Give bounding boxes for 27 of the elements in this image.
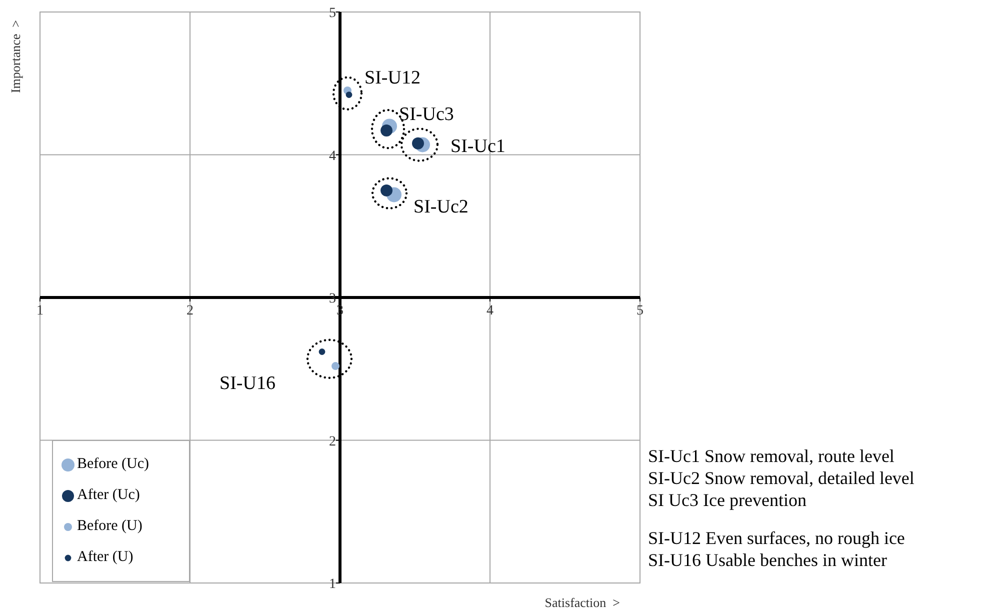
annotation: SI-U12 xyxy=(364,67,420,88)
x-tick-label: 1 xyxy=(36,304,44,318)
legend-label: Before (U) xyxy=(77,518,142,535)
y-axis-title: Importance > xyxy=(8,20,23,94)
annotation: SI-Uc2 xyxy=(414,196,468,218)
x-axis-title: Satisfaction > xyxy=(544,595,620,610)
text: SI-Uc2 Snow removal, detailed level xyxy=(648,468,914,488)
y-tick-label: 2 xyxy=(329,434,336,450)
point xyxy=(332,362,340,370)
x-tick-label: 4 xyxy=(486,304,494,318)
point xyxy=(346,92,352,98)
text: SI-U16 Usable benches in winter xyxy=(648,550,887,570)
x-tick-label: 5 xyxy=(636,304,644,318)
point xyxy=(318,348,326,355)
legend-label: After (Uc) xyxy=(77,487,140,504)
x-tick-label: 2 xyxy=(186,304,194,318)
text: SI-Uc1 Snow removal, route level xyxy=(648,446,894,466)
annotation: SI-U16 xyxy=(220,372,276,394)
text: SI-U12 Even surfaces, no rough ice xyxy=(648,528,905,548)
legend-label: Before (Uc) xyxy=(77,456,150,473)
annotation: SI-Uc1 xyxy=(450,136,506,157)
y-tick-label: 5 xyxy=(329,6,336,21)
text: SI Uc3 Ice prevention xyxy=(648,490,806,510)
legend-label: After (U) xyxy=(77,549,134,566)
y-tick-label: 4 xyxy=(329,148,336,164)
y-tick-label: 1 xyxy=(329,577,336,592)
annotation: SI-Uc3 xyxy=(399,104,454,126)
